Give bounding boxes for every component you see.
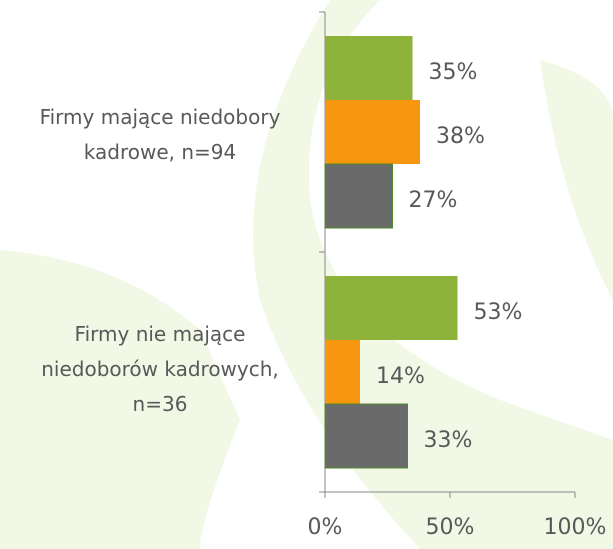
data-label: 35% — [429, 60, 478, 85]
data-label: 33% — [424, 428, 473, 453]
bar — [325, 100, 420, 164]
data-label: 38% — [436, 124, 485, 149]
bar — [325, 36, 413, 100]
x-tick-label: 50% — [426, 515, 475, 540]
bar — [324, 163, 393, 229]
bar — [325, 340, 360, 404]
data-label: 14% — [376, 364, 425, 389]
bar — [325, 276, 458, 340]
bar — [324, 403, 408, 469]
data-label: 27% — [409, 188, 458, 213]
x-tick-label: 100% — [544, 515, 607, 540]
category-label: Firmy nie mające niedoborów kadrowych, n… — [41, 322, 279, 416]
category-label: Firmy mające niedobory kadrowe, n=94 — [39, 105, 281, 164]
x-tick-label: 0% — [308, 515, 343, 540]
data-label: 53% — [474, 300, 523, 325]
